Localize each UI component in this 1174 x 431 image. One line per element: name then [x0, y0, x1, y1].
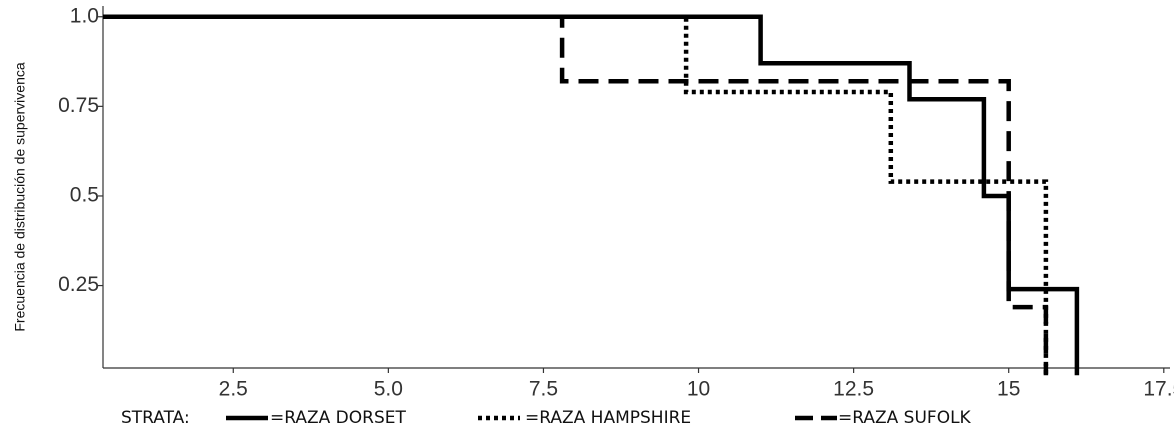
chart-axes: 2.5 5.0 7.5 10 12.5 15 17.5 0.25 0.5 0.75 1.0: [58, 4, 1174, 400]
y-tick-label: 0.5: [70, 184, 99, 207]
legend: STRATA: =RAZA DORSET =RAZA HAMPSHIRE =RAZA …: [121, 408, 972, 428]
series-line-dotted: [103, 14, 1049, 376]
legend-entry: =RAZA HAMPSHIRE: [525, 408, 691, 428]
chart-series: [103, 14, 1080, 376]
x-tick-label: 5.0: [374, 378, 403, 401]
x-tick-label: 2.5: [219, 378, 248, 401]
x-tick-label: 10: [687, 378, 710, 401]
x-tick-label: 15: [997, 378, 1020, 401]
legend-entry: =RAZA SUFOLK: [838, 408, 972, 428]
y-tick-label: 0.75: [58, 94, 99, 117]
x-tick-label: 17.5: [1143, 378, 1174, 401]
series-line-dashed: [103, 14, 1049, 376]
x-tick-label: 7.5: [529, 378, 558, 401]
legend-title: STRATA:: [121, 408, 190, 428]
series-line-solid: [103, 14, 1080, 376]
y-tick-label: 0.25: [58, 273, 99, 296]
y-axis-label: Frecuencia de distribución de superviven…: [12, 62, 28, 331]
x-tick-label: 12.5: [833, 378, 874, 401]
legend-entry: =RAZA DORSET: [270, 408, 406, 428]
y-tick-label: 1.0: [70, 4, 99, 27]
